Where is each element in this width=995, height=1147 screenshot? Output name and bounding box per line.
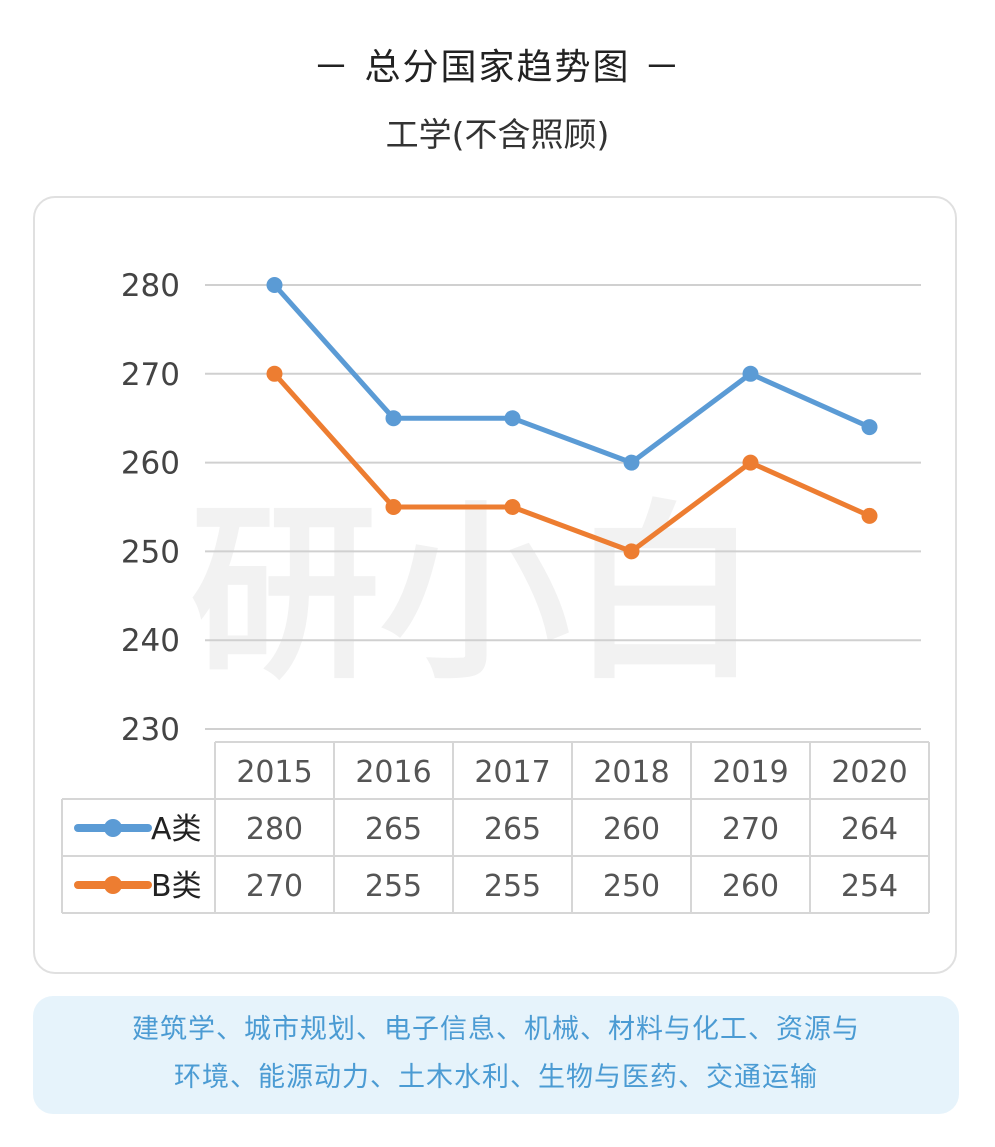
- line-chart: 研小白 230 240 250 260 270 280 2015 2016 2017 2018 20…: [61, 268, 930, 914]
- data-label: 265: [484, 812, 541, 847]
- data-point: [623, 543, 640, 560]
- majors-line-1: 建筑学、城市规划、电子信息、机械、材料与化工、资源与: [132, 1014, 860, 1045]
- data-point: [504, 499, 521, 515]
- data-label: 250: [603, 869, 660, 904]
- y-tick-label: 270: [121, 357, 180, 393]
- data-point: [504, 410, 521, 427]
- data-label: 280: [246, 812, 303, 847]
- chart-card: [33, 196, 957, 974]
- data-point: [266, 365, 283, 382]
- legend-label: A类: [151, 812, 202, 847]
- y-tick-label: 250: [121, 534, 180, 570]
- majors-line-2: 环境、能源动力、土木水利、生物与医药、交通运输: [174, 1062, 818, 1093]
- data-label: 270: [722, 812, 779, 847]
- data-label: 260: [603, 812, 660, 847]
- x-tick-label: 2020: [831, 755, 907, 790]
- data-label: 254: [841, 869, 898, 904]
- series-line-a: [272, 283, 871, 466]
- data-label: 260: [722, 869, 779, 904]
- x-tick-label: 2015: [236, 755, 312, 790]
- x-tick-label: 2018: [593, 755, 669, 790]
- data-point: [742, 365, 759, 382]
- legend-label: B类: [151, 869, 202, 904]
- data-point: [266, 277, 283, 293]
- series-line-b: [272, 372, 871, 554]
- y-tick-label: 260: [121, 446, 180, 482]
- data-point: [385, 499, 402, 515]
- majors-note: 建筑学、城市规划、电子信息、机械、材料与化工、资源与 环境、能源动力、土木水利、…: [33, 996, 959, 1114]
- data-point: [385, 410, 402, 427]
- page-title: － 总分国家趋势图 －: [313, 47, 682, 88]
- y-tick-label: 280: [121, 268, 180, 304]
- data-point: [623, 454, 640, 471]
- legend-marker-icon: [104, 876, 122, 894]
- data-label: 255: [365, 869, 422, 904]
- y-tick-label: 240: [121, 623, 180, 659]
- data-label: 264: [841, 812, 898, 847]
- data-point: [861, 419, 878, 436]
- data-point: [861, 507, 878, 524]
- x-tick-label: 2019: [712, 755, 788, 790]
- x-tick-label: 2016: [355, 755, 431, 790]
- data-label: 265: [365, 812, 422, 847]
- legend-marker-icon: [104, 819, 122, 837]
- x-tick-label: 2017: [474, 755, 550, 790]
- y-tick-label: 230: [121, 712, 180, 748]
- watermark: 研小白: [190, 484, 760, 705]
- data-label: 255: [484, 869, 541, 904]
- data-point: [742, 454, 759, 471]
- page-subtitle: 工学(不含照顾): [385, 115, 610, 154]
- data-label: 270: [246, 869, 303, 904]
